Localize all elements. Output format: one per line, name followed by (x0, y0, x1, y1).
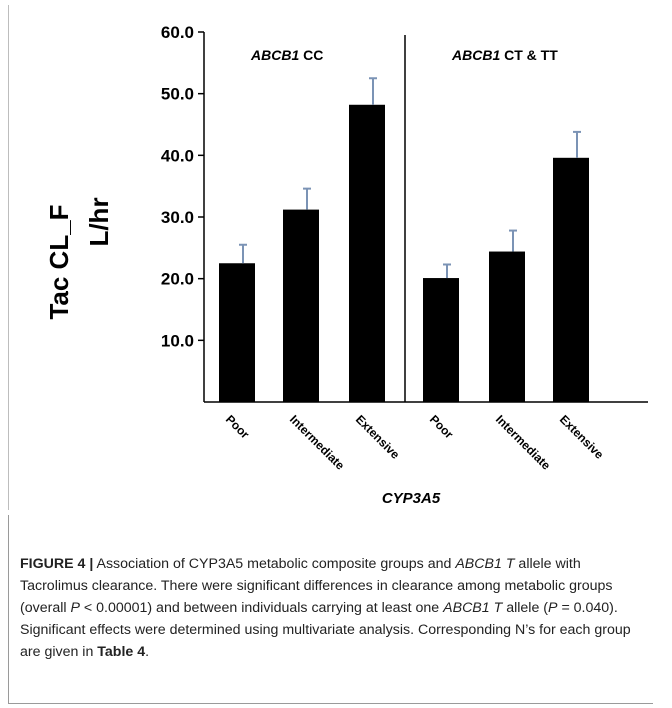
y-axis-label-line1: Tac CL_F (44, 204, 74, 319)
bar (283, 209, 319, 402)
caption-gene: ABCB1 (455, 556, 502, 572)
table-reference: Table 4 (97, 644, 146, 660)
x-axis-label: CYP3A5 (382, 490, 441, 507)
bar (423, 278, 459, 402)
figure-frame-left (8, 5, 9, 510)
y-axis-label-line2: L/hr (84, 197, 114, 246)
caption-p-symbol: P (548, 600, 558, 616)
x-tick-label: Intermediate (287, 412, 348, 473)
panel-labels: ABCB1 CC ABCB1 CT & TT (250, 47, 558, 63)
x-tick-label: Poor (223, 412, 252, 441)
figure-caption: FIGURE 4 | Association of CYP3A5 metabol… (20, 553, 648, 663)
panel-label-genotype: CC (299, 47, 323, 63)
x-tick-label: Extensive (557, 412, 607, 462)
y-tick-label: 60.0 (161, 23, 194, 42)
panel-label-gene: ABCB1 (250, 47, 299, 63)
panel-label-gene: ABCB1 (451, 47, 500, 63)
bar (489, 251, 525, 402)
x-tick-labels: Poor Intermediate Extensive Poor Intermediat… (223, 412, 607, 473)
bar (349, 104, 385, 403)
bars (219, 77, 589, 403)
bar (219, 263, 255, 402)
caption-text: Association of CYP3A5 metabolic composit… (93, 556, 456, 572)
caption-p-symbol: P (70, 600, 80, 616)
panel-label: ABCB1 CC (250, 47, 323, 63)
bar-chart: 10.0 20.0 30.0 40.0 50.0 60.0 Poor Intermediat… (44, 23, 648, 507)
caption-text: . (145, 644, 150, 660)
caption-frame (8, 515, 653, 704)
figure-label: FIGURE 4 | (20, 556, 94, 572)
caption-text: < 0.00001) and between individuals carry… (79, 600, 444, 616)
caption-text: allele with Tacrolimus clearance. There … (20, 556, 613, 616)
caption-allele: T (505, 556, 515, 572)
panel-label: ABCB1 CT & TT (451, 47, 558, 63)
y-tick-label: 50.0 (161, 85, 194, 104)
x-tick-label: Intermediate (493, 412, 554, 473)
y-tick-label: 40.0 (161, 146, 194, 165)
x-tick-label: Poor (427, 412, 456, 441)
y-axis-ticks: 10.0 20.0 30.0 40.0 50.0 60.0 (161, 23, 204, 350)
panel-label-genotype: CT & TT (500, 47, 558, 63)
y-tick-label: 30.0 (161, 208, 194, 227)
bar (553, 157, 589, 402)
y-tick-label: 10.0 (161, 331, 194, 350)
caption-text: allele ( (502, 600, 549, 616)
caption-gene: ABCB1 T (443, 600, 503, 616)
caption-text: = 0.040). Significant effects were deter… (20, 600, 631, 660)
y-tick-label: 20.0 (161, 270, 194, 289)
x-tick-label: Extensive (353, 412, 403, 462)
